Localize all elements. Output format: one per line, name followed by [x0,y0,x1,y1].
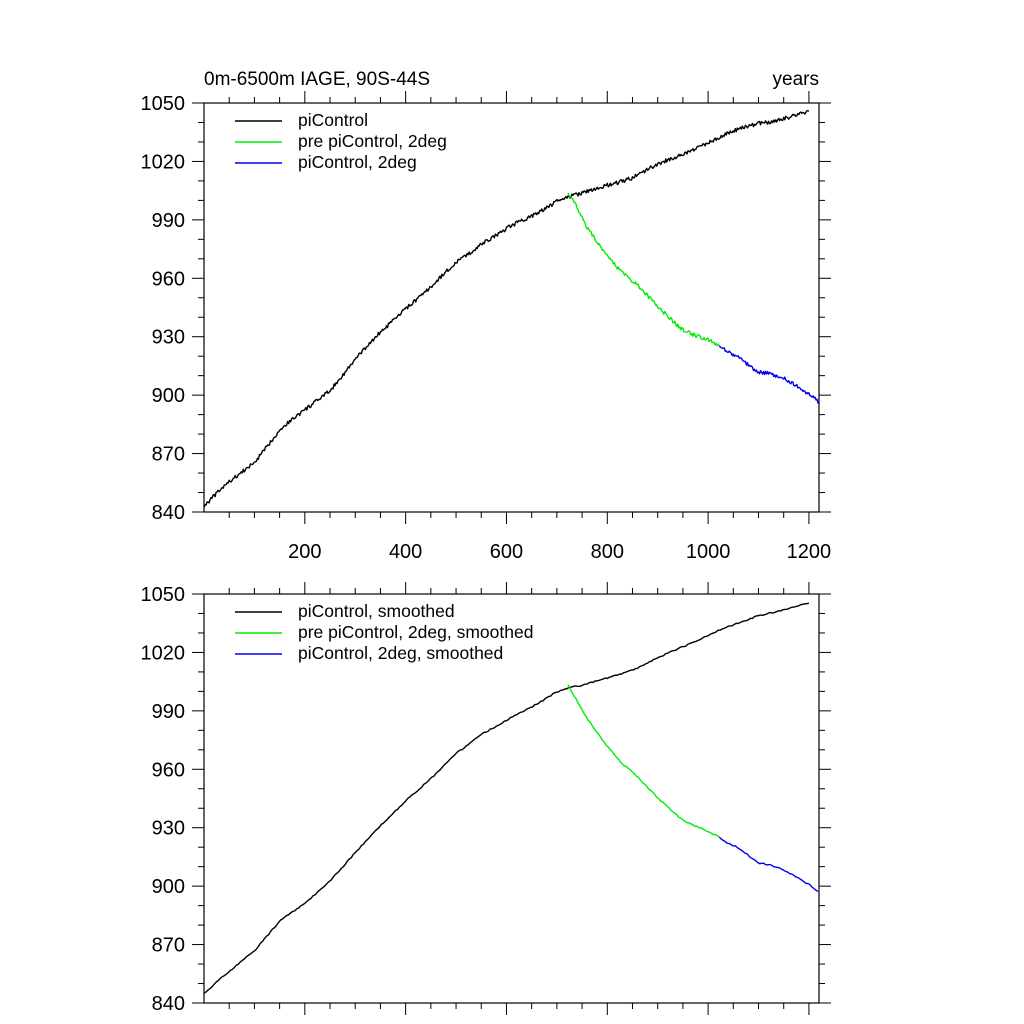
y-tick-label: 1020 [141,151,186,173]
y-tick-label: 1050 [141,93,186,115]
legend-label: piControl [298,110,368,130]
x-tick-label: 200 [288,541,321,563]
series-group [204,602,819,994]
legend-label: piControl, smoothed [298,601,455,621]
series-group [204,110,819,508]
x-tick-label: 800 [591,541,624,563]
y-tick-label: 930 [152,327,185,349]
bottom-panel: 840 870 900 930 960 990 1020 1050 piControl, smo… [141,582,831,1015]
plot-frame [203,593,820,1004]
y-tick-label: 1050 [141,584,186,606]
y-tick-label: 960 [152,759,185,781]
series-line-picontrol-smoothed [204,602,810,994]
series-line-picontrol [204,110,810,508]
x-tick-label: 600 [490,541,523,563]
y-tick-label: 960 [152,268,185,290]
x-tick-label: 400 [389,541,422,563]
legend-label: pre piControl, 2deg, smoothed [298,622,533,642]
series-line-pre-picontrol-2deg [567,192,720,347]
y-tick-label: 840 [152,502,185,524]
y-tick-label: 930 [152,818,185,840]
y-tick-label: 870 [152,444,185,466]
plot-frame [203,102,820,513]
series-line-picontrol-2deg-smoothed [718,836,819,893]
series-line-picontrol-2deg [718,345,819,404]
chart-title: 0m-6500m IAGE, 90S-44S [204,69,430,90]
y-tick-label: 990 [152,701,185,723]
y-tick-label: 990 [152,210,185,232]
x-tick-label: 1200 [787,541,832,563]
legend-label: piControl, 2deg, smoothed [298,643,503,663]
chart-units-label: years [773,69,819,90]
legend-label: pre piControl, 2deg [298,131,447,151]
series-line-pre-picontrol-2deg-smoothed [567,684,720,838]
y-tick-label: 900 [152,385,185,407]
legend-label: piControl, 2deg [298,152,417,172]
y-tick-label: 1020 [141,642,186,664]
y-tick-label: 900 [152,876,185,898]
y-tick-label: 840 [152,993,185,1015]
top-panel: 840 870 900 930 960 990 1020 1050 200 400 600 800 10… [141,69,832,563]
y-tick-label: 870 [152,935,185,957]
x-tick-label: 1000 [686,541,731,563]
